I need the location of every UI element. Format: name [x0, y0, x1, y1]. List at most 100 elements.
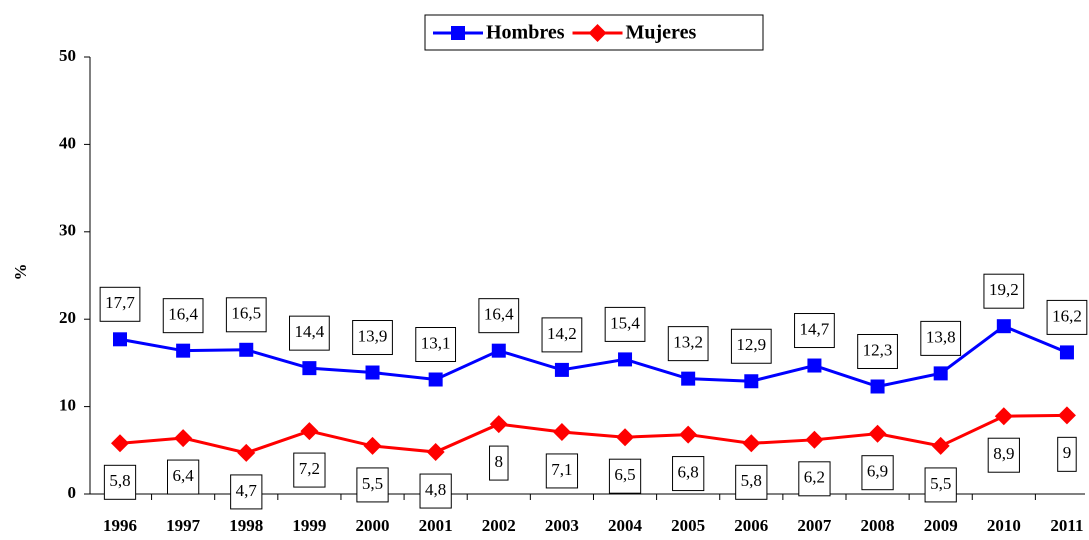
data-label-box	[167, 459, 200, 495]
data-label-box	[162, 298, 204, 334]
marker	[552, 422, 571, 441]
legend-label: Mujeres	[626, 22, 697, 44]
data-label-box	[352, 320, 393, 356]
data-label: 14,7	[800, 319, 830, 338]
marker	[807, 358, 822, 373]
data-label-box	[478, 298, 520, 334]
data-label: 7,1	[551, 460, 572, 479]
data-label: 5,5	[930, 474, 951, 493]
data-label-box	[987, 437, 1020, 473]
data-label: 13,1	[421, 333, 451, 352]
marker	[933, 366, 948, 381]
marker	[113, 332, 127, 347]
marker	[996, 319, 1011, 334]
data-label: 16,2	[1052, 306, 1082, 325]
data-label-box	[293, 452, 326, 488]
marker	[805, 430, 824, 449]
x-tick-label: 2008	[861, 516, 895, 535]
x-tick-label: 2004	[608, 516, 643, 535]
data-label-box	[1057, 436, 1077, 472]
marker	[176, 343, 191, 358]
data-label: 12,3	[863, 340, 893, 359]
data-label: 8	[495, 452, 504, 471]
marker	[491, 343, 506, 358]
marker	[588, 24, 607, 42]
x-tick-label: 2002	[482, 516, 516, 535]
data-label: 6,8	[678, 462, 699, 481]
marker	[302, 361, 317, 376]
y-tick-label: 30	[59, 221, 76, 240]
data-label-box	[857, 333, 898, 369]
data-label: 16,4	[484, 305, 514, 324]
marker	[868, 424, 887, 443]
marker	[870, 379, 885, 394]
marker	[679, 425, 698, 444]
data-label-box	[489, 445, 509, 481]
data-label: 6,4	[173, 466, 195, 485]
data-label-box	[604, 306, 646, 342]
x-tick-label: 2003	[545, 516, 579, 535]
x-tick-label: 2005	[671, 516, 705, 535]
marker	[426, 443, 445, 462]
data-label-box	[99, 286, 141, 322]
marker	[681, 371, 696, 386]
marker	[994, 407, 1013, 426]
marker	[237, 443, 256, 462]
y-tick-label: 50	[59, 46, 76, 65]
marker	[239, 342, 254, 357]
x-tick-label: 1998	[229, 516, 263, 535]
x-tick-label: 2009	[924, 516, 958, 535]
data-label: 6,5	[614, 465, 635, 484]
data-label: 19,2	[989, 280, 1019, 299]
data-label-box	[419, 473, 452, 509]
data-label: 7,2	[299, 459, 320, 478]
data-label: 5,8	[741, 471, 762, 490]
data-label-box	[1046, 299, 1088, 335]
data-label-box	[289, 315, 330, 351]
data-label-box	[735, 464, 768, 500]
y-tick-label: 20	[59, 308, 76, 327]
data-label-box	[103, 464, 137, 500]
data-label-box	[667, 326, 709, 362]
marker	[744, 374, 759, 389]
series-line	[119, 324, 1068, 389]
x-tick-label: 2011	[1050, 516, 1083, 535]
data-label: 15,4	[610, 313, 640, 332]
data-label: 6,2	[804, 468, 825, 487]
data-label: 14,2	[547, 324, 577, 343]
x-tick-label: 2006	[734, 516, 768, 535]
y-tick-label: 0	[68, 483, 77, 502]
x-tick-label: 2010	[987, 516, 1021, 535]
data-label: 14,4	[295, 322, 325, 341]
data-label-box	[794, 313, 835, 349]
x-tick-label: 1997	[166, 516, 201, 535]
data-label: 12,9	[736, 335, 766, 354]
marker	[300, 422, 319, 441]
marker	[428, 372, 443, 387]
marker	[174, 429, 193, 448]
data-label-box	[672, 456, 705, 492]
data-label: 4,7	[236, 481, 258, 500]
marker	[451, 26, 465, 40]
y-tick-label: 10	[59, 396, 76, 415]
marker	[742, 434, 761, 453]
data-label-box	[924, 467, 957, 503]
data-label: 16,5	[231, 304, 261, 323]
marker	[618, 352, 633, 367]
x-tick-label: 1999	[292, 516, 326, 535]
data-label: 5,5	[362, 474, 383, 493]
data-label-box	[356, 467, 389, 503]
marker	[1059, 345, 1074, 360]
data-label: 16,4	[168, 305, 198, 324]
data-label-box	[798, 461, 831, 497]
marker	[489, 415, 508, 434]
marker	[365, 365, 380, 380]
data-label: 13,9	[358, 326, 388, 345]
marker	[616, 428, 635, 447]
data-label: 4,8	[425, 480, 446, 499]
data-label-box	[608, 458, 642, 494]
data-label-box	[545, 453, 579, 489]
y-tick-label: 40	[59, 133, 76, 152]
data-label-box	[730, 328, 772, 364]
